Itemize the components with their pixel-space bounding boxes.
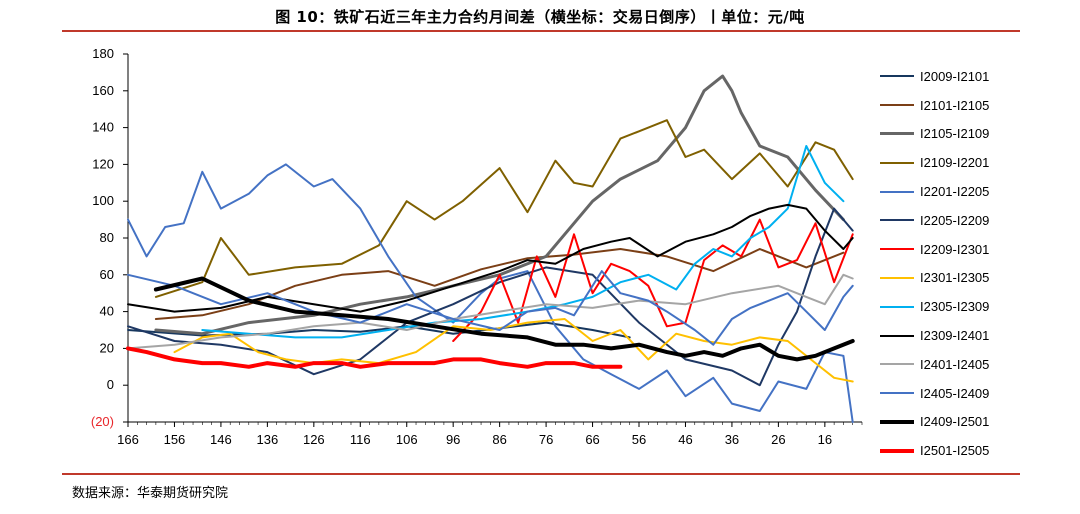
y-tick-label: 0 <box>107 377 114 392</box>
series-line-i2301-i2305 <box>173 318 854 383</box>
legend-label: I2009-I2101 <box>920 68 990 84</box>
y-tick-label: 40 <box>100 304 114 319</box>
legend-swatch <box>880 305 914 308</box>
legend-label: I2105-I2109 <box>920 126 990 142</box>
legend-swatch <box>880 363 914 366</box>
legend-label: I2501-I2505 <box>920 443 990 459</box>
legend-label: I2101-I2105 <box>920 97 990 113</box>
legend-item: I2009-I2101 <box>880 62 1060 91</box>
x-tick-label: 76 <box>539 432 553 447</box>
x-tick-label: 116 <box>350 432 371 447</box>
legend-swatch <box>880 104 914 107</box>
x-tick-label: 136 <box>257 432 279 447</box>
x-tick-label: 66 <box>585 432 599 447</box>
series-line-i2305-i2309 <box>201 145 845 339</box>
x-tick-label: 106 <box>396 432 418 447</box>
legend-label: I2301-I2305 <box>920 270 990 286</box>
y-tick-label: 60 <box>100 267 114 282</box>
legend-swatch <box>880 161 914 164</box>
y-tick-label: 140 <box>92 120 114 135</box>
legend-swatch <box>880 419 914 424</box>
legend-label: I2401-I2405 <box>920 356 990 372</box>
legend-swatch <box>880 132 914 136</box>
legend-swatch <box>880 334 914 337</box>
legend-swatch <box>880 190 914 193</box>
legend-label: I2209-I2301 <box>920 241 990 257</box>
legend-swatch <box>880 448 914 453</box>
x-tick-label: 16 <box>818 432 832 447</box>
legend-item: I2501-I2505 <box>880 436 1060 465</box>
y-tick-label: 20 <box>100 340 114 355</box>
legend-swatch <box>880 75 914 78</box>
chart-axes: 180 160 140 120 100 80 60 40 20 0 (20)166 156 146 136… <box>91 46 863 447</box>
top-rule <box>62 30 1020 32</box>
legend-item: I2109-I2201 <box>880 148 1060 177</box>
x-tick-label: 146 <box>210 432 232 447</box>
x-tick-label: 166 <box>117 432 139 447</box>
legend-label: I2305-I2309 <box>920 299 990 315</box>
x-tick-label: 36 <box>725 432 739 447</box>
x-tick-label: 46 <box>678 432 692 447</box>
x-tick-label: 56 <box>632 432 646 447</box>
legend-item: I2305-I2309 <box>880 292 1060 321</box>
x-tick-label: 156 <box>164 432 186 447</box>
legend-item: I2401-I2405 <box>880 350 1060 379</box>
legend-label: I2309-I2401 <box>920 328 990 344</box>
x-tick-label: 86 <box>492 432 506 447</box>
legend-item: I2409-I2501 <box>880 408 1060 437</box>
series-line-i2105-i2109 <box>154 74 845 336</box>
legend-item: I2301-I2305 <box>880 264 1060 293</box>
chart-title: 图 10：铁矿石近三年主力合约月间差（横坐标：交易日倒序）丨单位：元/吨 <box>275 8 805 26</box>
bottom-rule <box>62 473 1020 475</box>
legend-label: I2201-I2205 <box>920 184 990 200</box>
legend-swatch <box>880 276 914 279</box>
y-tick-label: 80 <box>100 230 114 245</box>
legend-swatch <box>880 219 914 222</box>
series-line-i2309-i2401 <box>127 203 854 313</box>
legend-label: I2409-I2501 <box>920 414 990 430</box>
legend-label: I2405-I2409 <box>920 385 990 401</box>
chart-legend: I2009-I2101 I2101-I2105 I2105-I2109 I2109-I… <box>880 62 1060 465</box>
x-tick-label: 96 <box>446 432 460 447</box>
y-tick-label: 100 <box>92 193 114 208</box>
legend-item: I2205-I2209 <box>880 206 1060 235</box>
series-line-i2101-i2105 <box>154 248 845 320</box>
series-line-i2401-i2405 <box>127 273 854 350</box>
y-tick-label: 120 <box>92 156 114 171</box>
legend-item: I2101-I2105 <box>880 91 1060 120</box>
y-tick-label: (20) <box>91 414 114 429</box>
series-line-i2209-i2301 <box>452 218 854 342</box>
series-line-i2501-i2505 <box>126 346 623 369</box>
legend-item: I2201-I2205 <box>880 177 1060 206</box>
x-tick-label: 26 <box>771 432 785 447</box>
legend-swatch <box>880 248 914 251</box>
legend-label: I2205-I2209 <box>920 212 990 228</box>
series-line-i2109-i2201 <box>154 119 854 298</box>
y-tick-label: 180 <box>92 46 114 61</box>
legend-label: I2109-I2201 <box>920 155 990 171</box>
series-line-i2409-i2501 <box>153 276 855 362</box>
y-tick-label: 160 <box>92 83 114 98</box>
legend-swatch <box>880 392 914 395</box>
x-tick-label: 126 <box>303 432 325 447</box>
legend-item: I2105-I2109 <box>880 120 1060 149</box>
legend-item: I2209-I2301 <box>880 235 1060 264</box>
legend-item: I2309-I2401 <box>880 321 1060 350</box>
series-layer <box>126 74 855 423</box>
legend-item: I2405-I2409 <box>880 379 1060 408</box>
source-note: 数据来源：华泰期货研究院 <box>72 486 229 501</box>
